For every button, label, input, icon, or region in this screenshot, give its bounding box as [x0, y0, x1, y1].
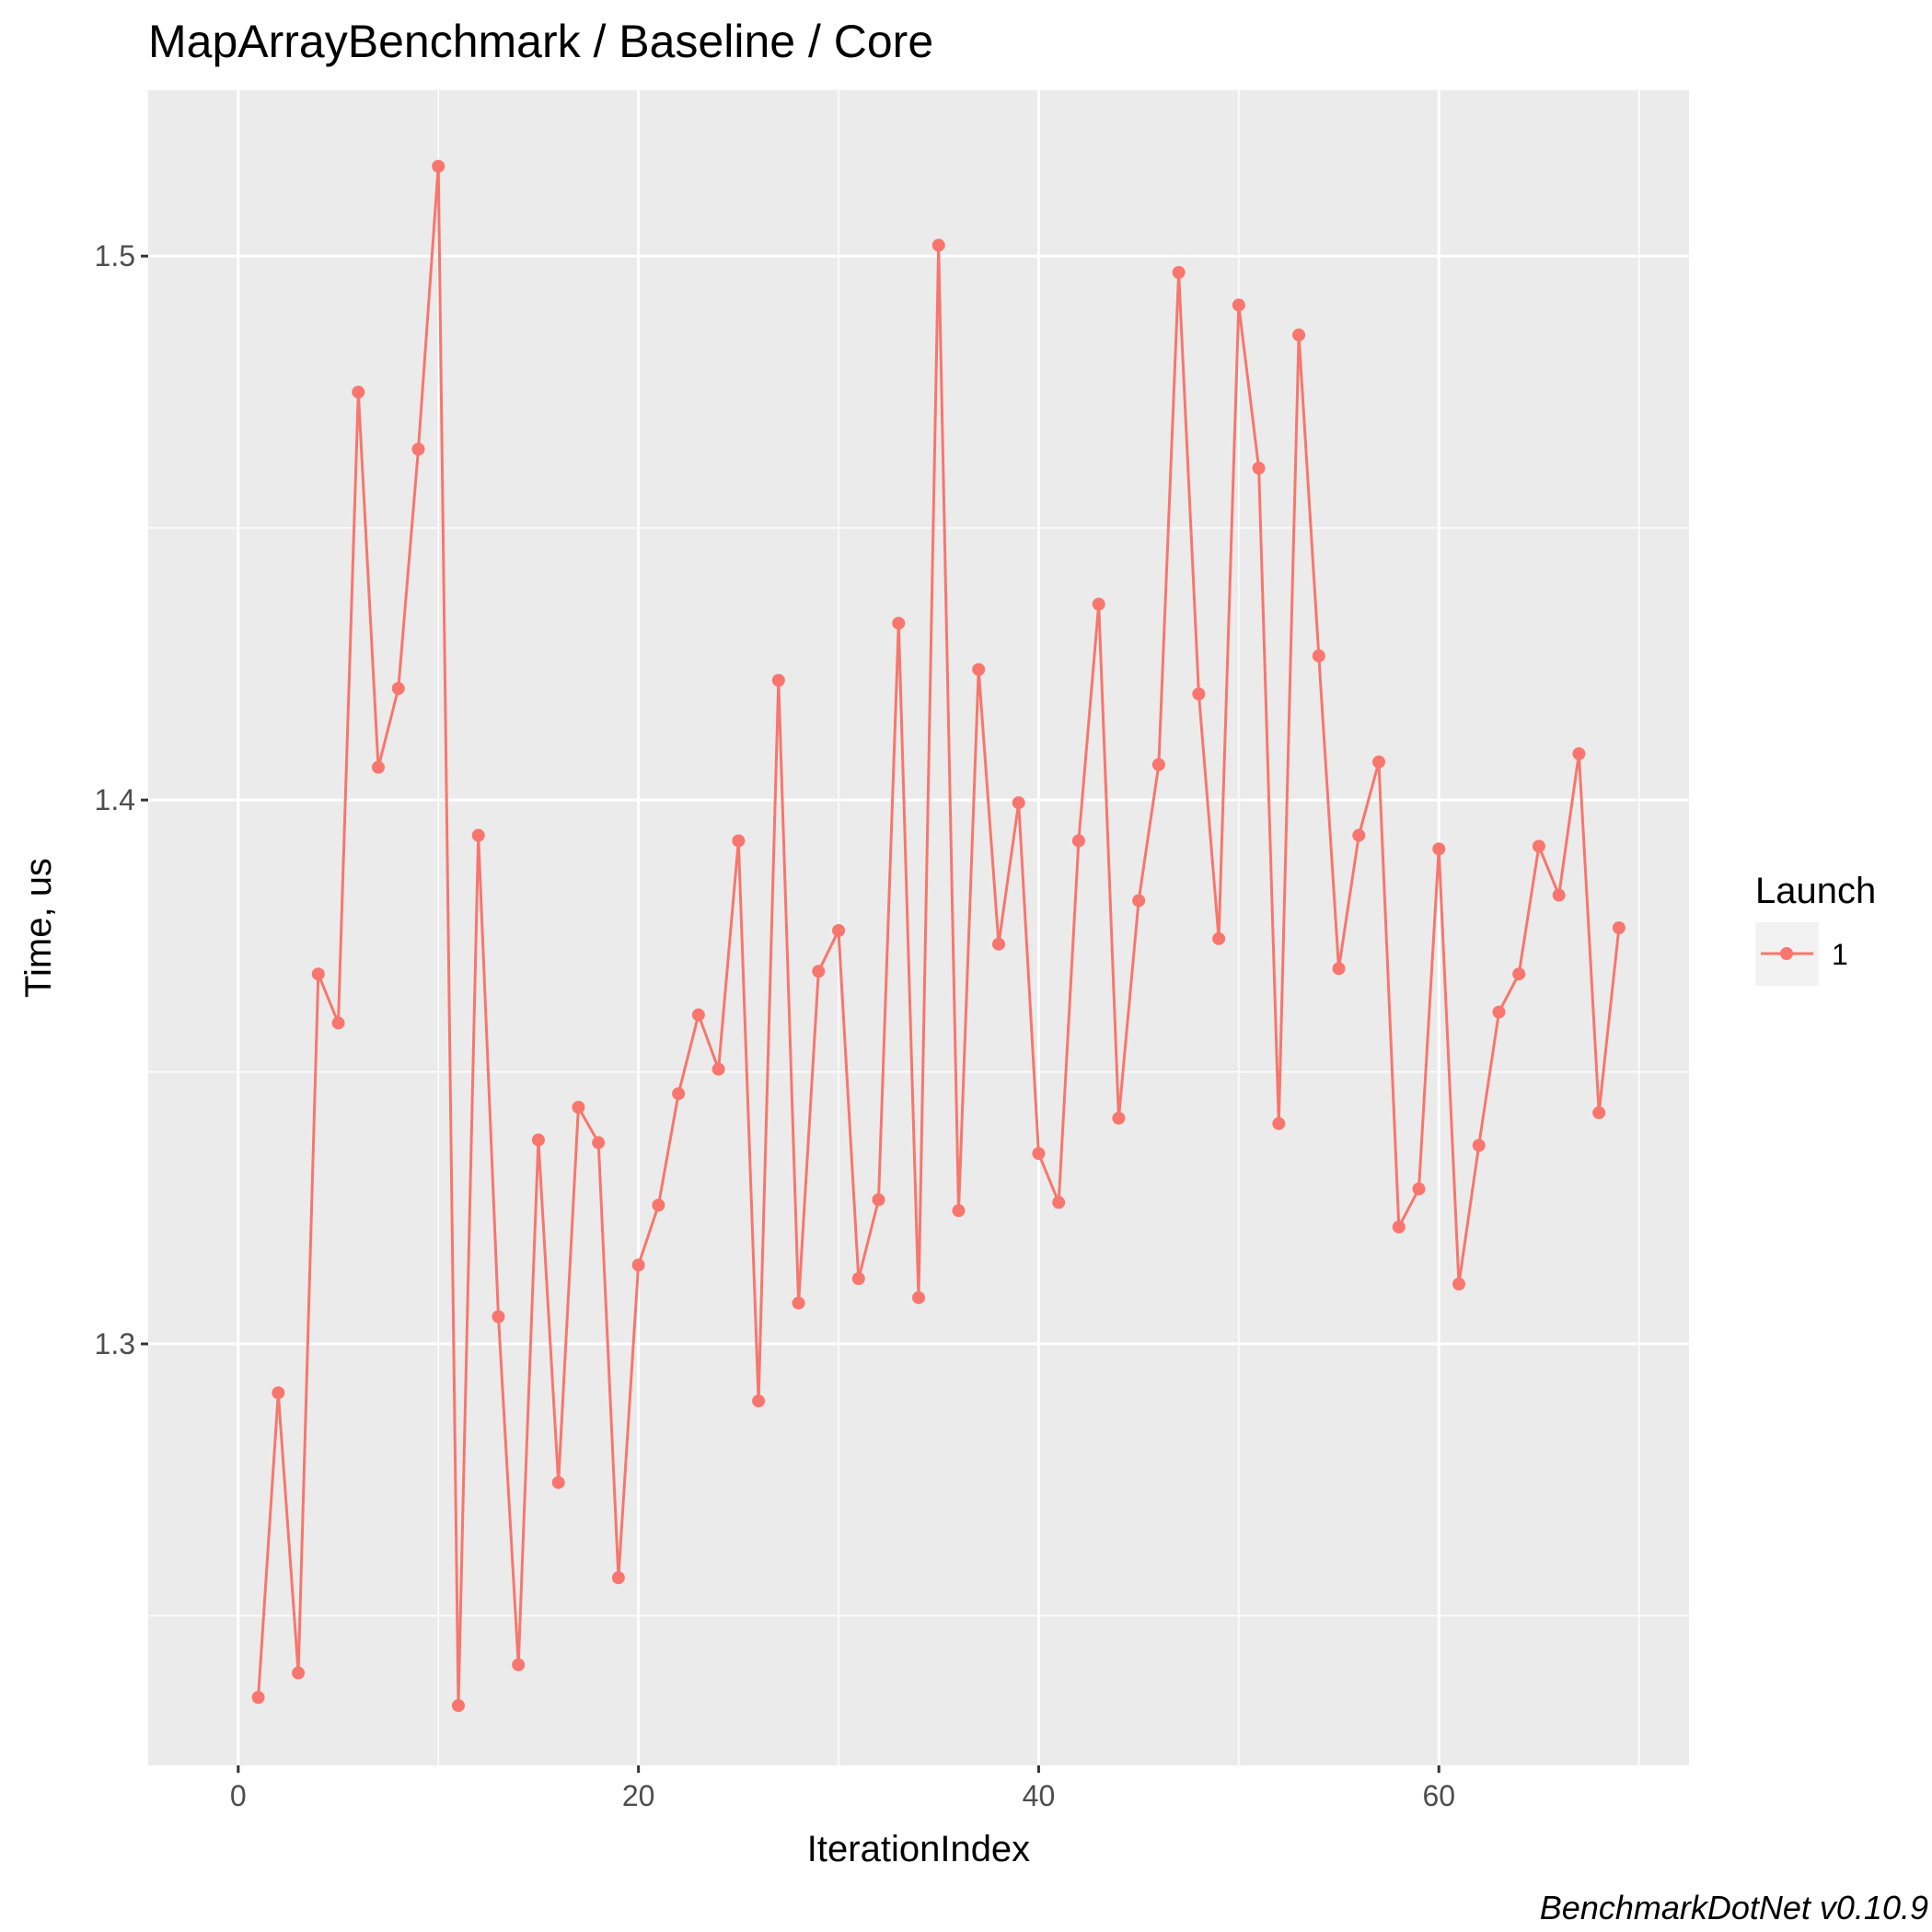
data-point [931, 238, 945, 252]
data-point [792, 1296, 805, 1310]
data-point [1492, 1005, 1506, 1019]
data-point [1412, 1182, 1426, 1196]
data-point [631, 1258, 645, 1272]
data-point [1112, 1111, 1126, 1125]
data-point [1392, 1221, 1406, 1233]
data-point [451, 1699, 465, 1712]
data-point [251, 1691, 265, 1705]
data-point [1032, 1147, 1046, 1161]
data-point [1192, 687, 1206, 700]
data-point [311, 967, 325, 981]
caption: BenchmarkDotNet v0.10.9 [1540, 1889, 1928, 1926]
data-point [652, 1198, 665, 1212]
data-point [1151, 758, 1165, 771]
data-point [832, 923, 846, 937]
data-point [512, 1658, 526, 1672]
data-point [1212, 931, 1226, 945]
y-tick-label: 1.4 [95, 783, 135, 816]
data-point [711, 1062, 725, 1076]
data-point [1132, 894, 1146, 908]
grid-minor [148, 90, 1689, 1765]
y-axis-title: Time, us [18, 858, 59, 998]
legend-label: 1 [1832, 938, 1848, 971]
grid-major [148, 90, 1689, 1765]
data-point [991, 937, 1005, 951]
data-point [1052, 1196, 1066, 1209]
data-point [1452, 1278, 1465, 1291]
legend-title: Launch [1755, 871, 1876, 911]
data-point [1472, 1139, 1486, 1152]
data-point [1432, 842, 1446, 856]
x-axis: 0 20 40 60 [230, 1765, 1455, 1812]
data-point [572, 1101, 585, 1114]
data-point [851, 1272, 865, 1286]
data-point [1172, 265, 1186, 279]
data-point [672, 1087, 686, 1101]
data-point [1292, 328, 1306, 341]
data-point [352, 385, 365, 399]
data-point [872, 1193, 885, 1207]
data-point [812, 965, 826, 978]
data-point [1332, 962, 1346, 976]
plot-panel [148, 90, 1689, 1765]
data-point [1372, 755, 1386, 769]
data-point [391, 682, 405, 695]
data-point [611, 1571, 625, 1585]
data-point [1012, 796, 1025, 810]
y-tick-label: 1.3 [95, 1327, 135, 1360]
data-point [1532, 839, 1545, 853]
chart-title: MapArrayBenchmark / Baseline / Core [148, 16, 933, 67]
data-point [592, 1136, 606, 1150]
data-point [471, 828, 485, 842]
data-point [1232, 298, 1245, 312]
data-point [331, 1016, 345, 1030]
data-point [272, 1386, 285, 1400]
x-tick-label: 60 [1422, 1779, 1455, 1812]
data-point [551, 1475, 565, 1489]
data-point [432, 159, 445, 173]
data-point [1071, 834, 1085, 848]
data-point [691, 1008, 705, 1022]
data-point [292, 1666, 306, 1680]
data-point [752, 1394, 766, 1408]
data-point [892, 617, 906, 631]
series-layer [251, 159, 1625, 1712]
data-point [1312, 649, 1325, 663]
data-point [411, 443, 425, 456]
data-point [1252, 461, 1266, 475]
legend: Launch 1 [1755, 871, 1876, 986]
data-point [1512, 967, 1526, 981]
data-point [1592, 1105, 1606, 1119]
data-point [1612, 921, 1625, 934]
x-tick-label: 40 [1023, 1779, 1056, 1812]
data-point [1272, 1116, 1286, 1130]
data-point [1552, 888, 1566, 902]
data-point [372, 760, 386, 774]
data-point [732, 834, 746, 848]
x-tick-label: 0 [230, 1779, 247, 1812]
data-point [972, 663, 986, 677]
data-point [492, 1310, 505, 1324]
legend-key-point [1780, 947, 1793, 960]
y-axis: 1.3 1.4 1.5 [95, 239, 148, 1360]
data-point [912, 1290, 925, 1304]
data-point [531, 1133, 545, 1147]
x-axis-title: IterationIndex [807, 1829, 1030, 1869]
x-tick-label: 20 [622, 1779, 655, 1812]
y-tick-label: 1.5 [95, 239, 135, 272]
data-point [952, 1204, 966, 1218]
data-point [1092, 597, 1105, 611]
data-point [771, 674, 785, 688]
data-point [1352, 828, 1366, 842]
data-point [1572, 746, 1586, 760]
